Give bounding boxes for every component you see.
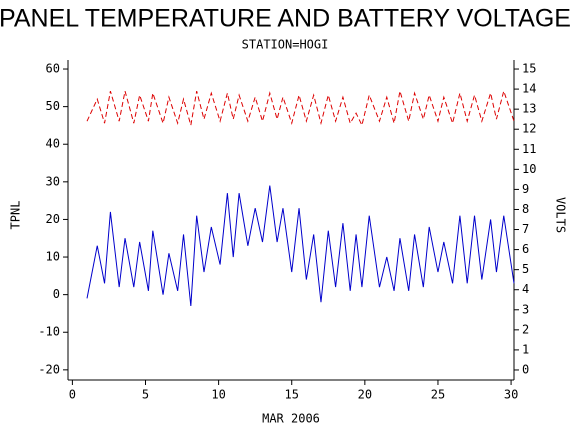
- y-tick-label: 50: [46, 99, 60, 113]
- y-tick-label: -10: [38, 325, 60, 339]
- y2-tick-label: 14: [522, 82, 536, 96]
- y-axis-label: TPNL: [9, 201, 23, 230]
- y2-tick-label: 3: [522, 302, 529, 316]
- y2-tick-label: 9: [522, 182, 529, 196]
- chart-subtitle: STATION=HOGI: [242, 38, 329, 52]
- y2-tick-label: 1: [522, 342, 529, 356]
- series-line: [86, 185, 515, 306]
- y2-tick-label: 2: [522, 322, 529, 336]
- y-tick-label: 40: [46, 137, 60, 151]
- y-tick-label: 20: [46, 212, 60, 226]
- y-tick-label: -20: [38, 362, 60, 376]
- y-tick-label: 30: [46, 174, 60, 188]
- y2-tick-label: 0: [522, 362, 529, 376]
- y2-tick-label: 15: [522, 62, 536, 76]
- series-line: [86, 89, 515, 127]
- x-tick-label: 5: [142, 388, 149, 402]
- y2-tick-label: 11: [522, 142, 536, 156]
- y-tick-label: 0: [53, 287, 60, 301]
- y2-tick-label: 10: [522, 162, 536, 176]
- y2-tick-label: 13: [522, 102, 536, 116]
- y2-tick-label: 7: [522, 222, 529, 236]
- x-tick-label: 20: [358, 388, 372, 402]
- y-tick-label: 60: [46, 62, 60, 76]
- y2-tick-label: 12: [522, 122, 536, 136]
- x-tick-label: 25: [431, 388, 445, 402]
- x-tick-label: 10: [211, 388, 225, 402]
- y2-tick-label: 8: [522, 202, 529, 216]
- x-tick-label: 15: [285, 388, 299, 402]
- x-tick-label: 30: [504, 388, 518, 402]
- y2-axis-label: VOLTS: [554, 197, 568, 233]
- y2-tick-label: 5: [522, 262, 529, 276]
- x-tick-label: 0: [69, 388, 76, 402]
- y2-tick-label: 4: [522, 282, 529, 296]
- y2-tick-label: 6: [522, 242, 529, 256]
- chart-title: PANEL TEMPERATURE AND BATTERY VOLTAGE: [0, 5, 570, 33]
- x-axis-label: MAR 2006: [262, 412, 320, 426]
- y-tick-label: 10: [46, 250, 60, 264]
